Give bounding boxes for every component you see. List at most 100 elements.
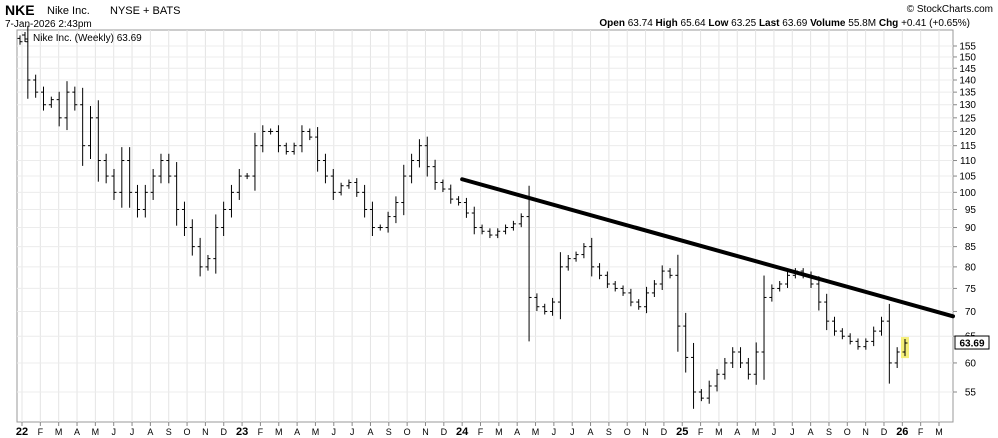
- price-bar: [40, 86, 46, 111]
- price-bar: [158, 153, 164, 184]
- price-bar: [761, 275, 767, 380]
- price-bar: [456, 196, 462, 206]
- x-tick-label: N: [862, 427, 869, 437]
- price-bar: [487, 228, 493, 239]
- price-bar: [119, 147, 125, 208]
- x-tick-label: D: [661, 427, 668, 437]
- ohlc-legend-icon: [22, 32, 28, 42]
- x-tick-label: S: [166, 427, 172, 437]
- price-bar: [268, 128, 274, 135]
- price-bar: [283, 142, 289, 155]
- x-tick-label: F: [698, 427, 704, 437]
- trendline: [460, 177, 955, 319]
- price-bar: [181, 201, 187, 236]
- x-tick-label: N: [202, 427, 209, 437]
- x-tick-label: J: [111, 427, 116, 437]
- price-bar: [189, 219, 195, 256]
- last-price-tag: 63.69: [954, 335, 990, 350]
- price-bar: [80, 87, 86, 166]
- y-tick-label: 130: [959, 100, 976, 111]
- price-bar: [565, 254, 571, 271]
- x-tick-label: F: [38, 427, 44, 437]
- y-tick-label: 125: [959, 113, 976, 124]
- price-bar: [542, 303, 548, 315]
- x-tick-label: O: [184, 427, 191, 437]
- y-tick-label: 120: [959, 127, 976, 138]
- y-tick-label: 90: [965, 223, 977, 234]
- price-bar: [448, 184, 454, 204]
- price-bar: [221, 201, 227, 236]
- price-bar: [330, 168, 336, 200]
- x-tick-label: M: [55, 427, 63, 437]
- price-bar: [424, 136, 430, 177]
- price-bar: [401, 164, 407, 216]
- y-tick-label: 60: [965, 358, 977, 369]
- price-bar: [604, 271, 610, 288]
- price-bar: [197, 237, 203, 277]
- price-bar: [95, 100, 101, 182]
- x-tick-label: 24: [456, 426, 469, 438]
- price-bar: [863, 338, 869, 350]
- price-bar: [518, 213, 524, 228]
- price-bar: [87, 106, 93, 160]
- price-bar: [479, 224, 485, 235]
- price-bar: [628, 288, 634, 307]
- price-bar: [612, 281, 618, 292]
- price-bar: [871, 326, 877, 347]
- price-bar: [495, 228, 501, 239]
- stat-label: Volume: [807, 18, 848, 29]
- price-bar: [463, 197, 469, 218]
- price-bar: [103, 153, 109, 184]
- price-bar: [738, 347, 744, 368]
- price-bar: [620, 285, 626, 296]
- x-tick-label: N: [642, 427, 649, 437]
- price-bar: [894, 347, 900, 368]
- stat-label: Last: [756, 18, 782, 29]
- x-tick-label: S: [606, 427, 612, 437]
- price-bar: [252, 132, 258, 191]
- x-tick-label: S: [386, 427, 392, 437]
- price-bar: [244, 173, 250, 180]
- price-bar: [299, 125, 305, 153]
- price-bar: [48, 96, 54, 108]
- price-bar: [213, 214, 219, 274]
- price-bar: [315, 127, 321, 172]
- copyright-label: © StockCharts.com: [907, 4, 993, 15]
- x-tick-label: M: [275, 427, 283, 437]
- price-bar: [393, 196, 399, 224]
- price-bar: [166, 153, 172, 184]
- x-tick-label: 22: [16, 426, 28, 438]
- price-bar: [471, 206, 477, 235]
- y-tick-label: 55: [965, 388, 977, 399]
- price-bar: [346, 179, 352, 189]
- price-bar: [291, 142, 297, 155]
- price-bar: [589, 237, 595, 277]
- x-tick-label: A: [514, 427, 520, 437]
- x-tick-label: M: [532, 427, 540, 437]
- price-bar: [362, 184, 368, 218]
- x-tick-label: J: [130, 427, 135, 437]
- price-bar: [785, 271, 791, 288]
- x-tick-label: M: [312, 427, 320, 437]
- price-bar: [174, 162, 180, 226]
- price-bar: [369, 201, 375, 236]
- price-bar: [581, 243, 587, 259]
- x-tick-label: M: [92, 427, 100, 437]
- price-bar: [150, 168, 156, 200]
- price-bar: [17, 35, 23, 45]
- x-tick-label: J: [350, 427, 355, 437]
- y-tick-label: 105: [959, 172, 976, 183]
- price-bar: [659, 265, 665, 290]
- x-tick-label: 23: [236, 426, 248, 438]
- y-tick-label: 80: [965, 262, 977, 273]
- x-tick-label: 26: [896, 426, 908, 438]
- y-tick-label: 110: [960, 156, 976, 167]
- stat-label: High: [653, 18, 681, 29]
- y-tick-label: 155: [959, 42, 976, 53]
- price-bar-last: [901, 337, 909, 359]
- price-bar: [745, 357, 751, 380]
- y-tick-label: 115: [960, 141, 976, 152]
- price-bar: [816, 276, 822, 311]
- price-bar: [526, 185, 532, 342]
